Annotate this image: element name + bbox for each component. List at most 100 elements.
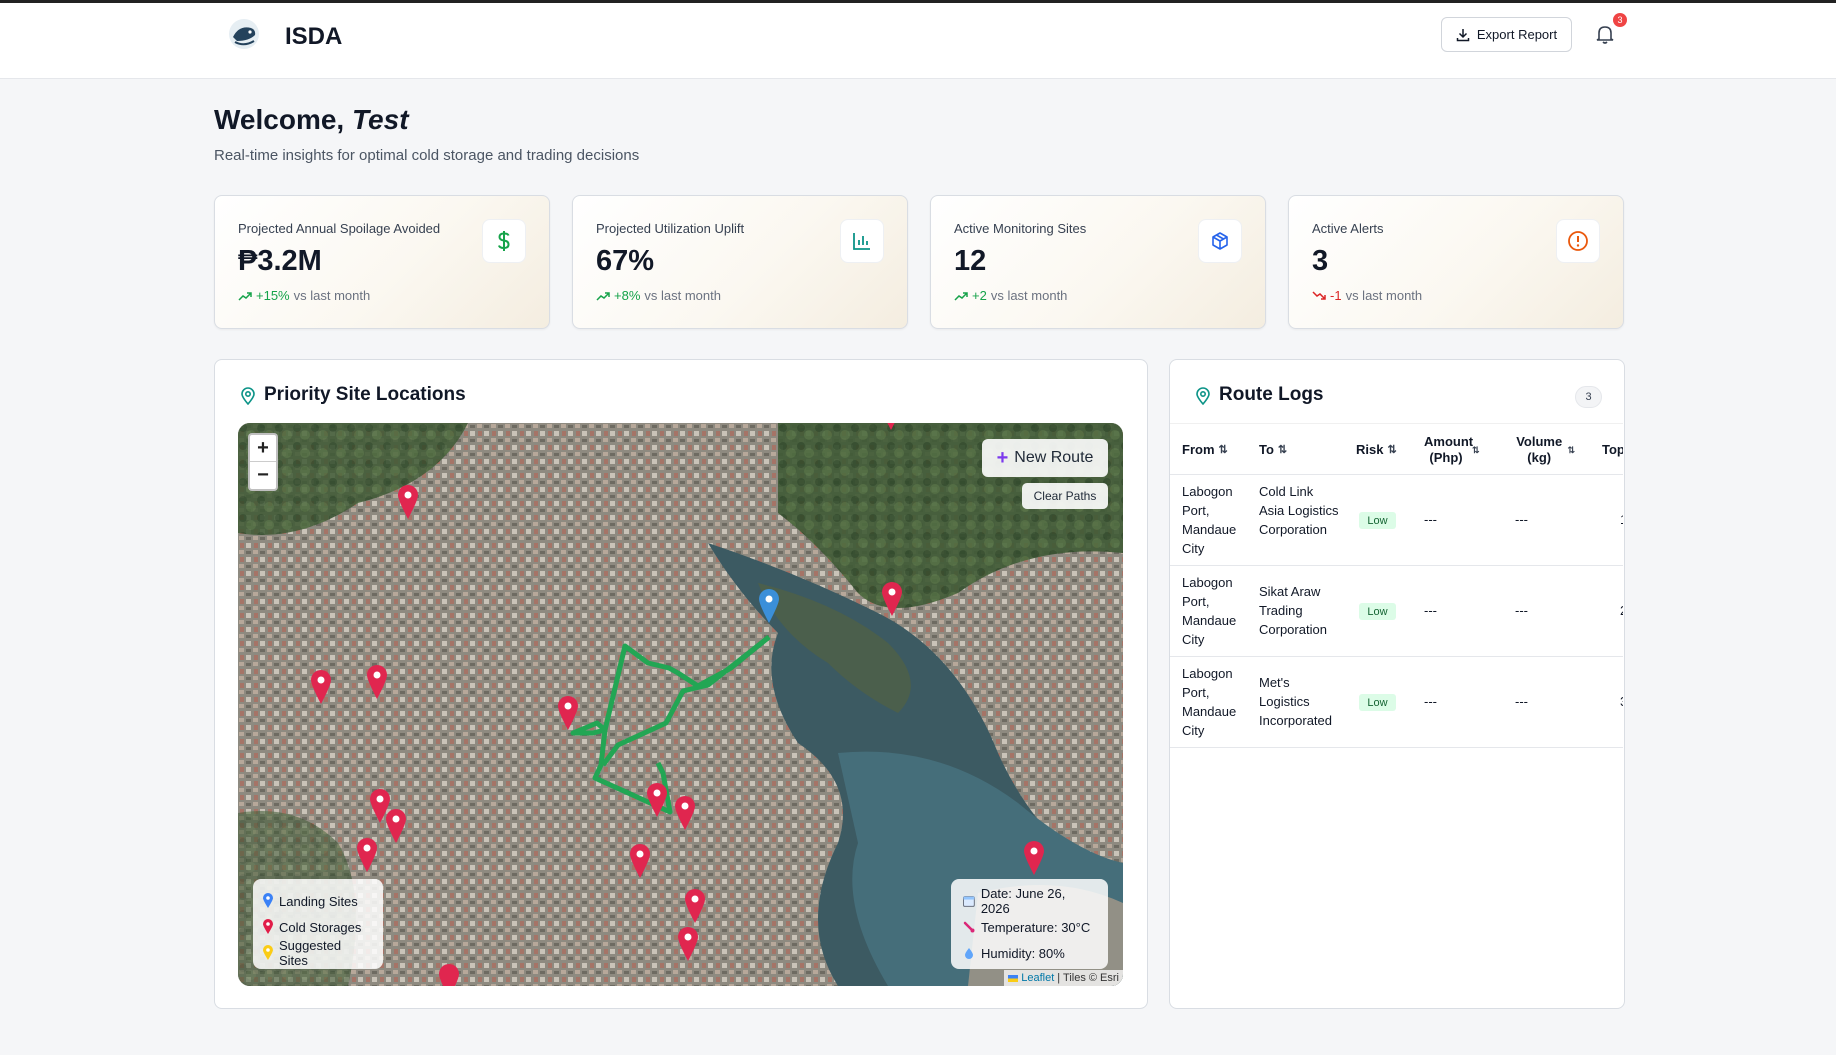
risk-badge: Low	[1359, 603, 1396, 620]
welcome-subtitle: Real-time insights for optimal cold stor…	[214, 147, 640, 164]
blue-pin-icon	[263, 893, 273, 908]
column-header-risk[interactable]: Risk ⇅	[1356, 424, 1397, 476]
map-pin-icon	[1196, 387, 1210, 405]
zoom-control: + −	[248, 433, 278, 491]
package-icon	[1198, 219, 1242, 263]
cell-to: Cold Link Asia Logistics Corporation	[1259, 484, 1339, 537]
table-row[interactable]: Labogon Port, Mandaue City Met's Logisti…	[1170, 657, 1623, 748]
stat-card-active-alerts: Active Alerts 3 -1 vs last month	[1288, 195, 1624, 329]
stat-delta-suffix: vs last month	[644, 288, 721, 303]
stat-value: 3	[1312, 245, 1329, 277]
stat-value: ₱3.2M	[238, 245, 322, 277]
weather-humidity: Humidity: 80%	[963, 940, 1096, 966]
column-header-amount[interactable]: Amount (Php) ⇅	[1424, 424, 1484, 476]
route-path	[570, 635, 771, 815]
weather-temperature: Temperature: 30°C	[963, 914, 1096, 940]
top-header: ISDA Export Report 3	[0, 3, 1836, 79]
zoom-out-button[interactable]: −	[257, 464, 269, 486]
ukraine-flag-icon	[1008, 974, 1019, 982]
map-pin-icon	[241, 387, 255, 405]
welcome-greeting: Welcome,	[214, 104, 345, 135]
stat-value: 12	[954, 245, 987, 277]
cell-amount: ---	[1424, 694, 1437, 709]
sort-icon: ⇅	[1472, 445, 1480, 455]
cell-amount: ---	[1424, 603, 1437, 618]
trend-down-icon	[1312, 290, 1326, 300]
isda-logo-icon	[229, 19, 259, 49]
cell-top: 1	[1620, 510, 1623, 529]
stat-label: Projected Annual Spoilage Avoided	[238, 221, 441, 236]
leaflet-link[interactable]: Leaflet	[1021, 972, 1055, 984]
map-attribution: Leaflet | Tiles © Esri	[1004, 970, 1123, 986]
column-header-label: Volume (kg)	[1516, 434, 1563, 465]
weather-humidity-text: Humidity: 80%	[981, 945, 1065, 961]
cell-to: Met's Logistics Incorporated	[1259, 675, 1332, 728]
site-map[interactable]: + − + New Route Clear Paths Landing Site…	[238, 423, 1123, 986]
cell-volume: ---	[1515, 694, 1528, 709]
stat-value: 67%	[596, 245, 655, 277]
column-header-volume[interactable]: Volume (kg) ⇅	[1515, 424, 1575, 476]
thermometer-icon	[963, 921, 975, 933]
brand-name: ISDA	[285, 23, 343, 50]
welcome-user-name: Test	[351, 104, 409, 135]
panel-title: Route Logs	[1219, 384, 1324, 405]
tiles-credit: | Tiles © Esri	[1057, 972, 1119, 984]
cell-from: Labogon Port, Mandaue City	[1182, 575, 1237, 647]
stat-delta: +15%	[256, 288, 290, 303]
new-route-label: New Route	[1014, 449, 1094, 466]
export-report-label: Export Report	[1476, 27, 1558, 42]
stat-delta: +2	[972, 288, 987, 303]
stat-trend: +8% vs last month	[596, 288, 721, 303]
map-markers	[311, 423, 1044, 986]
stat-delta: +8%	[614, 288, 641, 303]
clear-paths-button[interactable]: Clear Paths	[1022, 483, 1108, 509]
cell-top: 2	[1620, 601, 1623, 620]
sort-icon: ⇅	[1218, 444, 1228, 456]
new-route-button[interactable]: + New Route	[982, 439, 1108, 477]
export-report-button[interactable]: Export Report	[1441, 17, 1572, 52]
route-logs-panel: Route Logs 3 From ⇅ To ⇅ Risk ⇅ Amount (Php…	[1169, 359, 1625, 1009]
legend-label: Suggested Sites	[278, 938, 342, 968]
table-row[interactable]: Labogon Port, Mandaue City Cold Link Asi…	[1170, 475, 1623, 566]
legend-item-cold-storages: Cold Storages	[263, 914, 373, 940]
cold-storage-marker	[311, 423, 1044, 986]
sort-icon: ⇅	[1387, 444, 1397, 456]
stat-delta-suffix: vs last month	[990, 288, 1068, 303]
cell-top: 3	[1620, 692, 1623, 711]
sort-icon: ⇅	[1277, 444, 1288, 456]
legend-item-landing-sites: Landing Sites	[263, 888, 373, 914]
map-legend: Landing Sites Cold Storages Suggested Si…	[253, 879, 383, 969]
zoom-in-button[interactable]: +	[250, 435, 276, 462]
weather-date: Date: June 26, 2026	[963, 886, 1096, 916]
cell-from: Labogon Port, Mandaue City	[1182, 666, 1237, 738]
yellow-pin-icon	[263, 945, 273, 960]
stat-card-spoilage: Projected Annual Spoilage Avoided ₱3.2M …	[214, 195, 550, 329]
column-header-top[interactable]: Top	[1602, 424, 1623, 476]
cell-amount: ---	[1424, 512, 1437, 527]
bar-chart-icon	[840, 219, 884, 263]
route-count-badge: 3	[1575, 386, 1602, 408]
legend-label: Cold Storages	[279, 919, 362, 935]
route-logs-table: From ⇅ To ⇅ Risk ⇅ Amount (Php) ⇅ Volume (kg…	[1170, 423, 1623, 789]
notification-count-badge: 3	[1613, 13, 1627, 27]
sort-icon: ⇅	[1567, 445, 1575, 455]
column-header-label: Top	[1602, 442, 1623, 457]
trend-up-icon	[596, 291, 610, 301]
alert-circle-icon	[1556, 219, 1600, 263]
risk-badge: Low	[1359, 512, 1396, 529]
cell-to: Sikat Araw Trading Corporation	[1259, 584, 1327, 637]
table-row[interactable]: Labogon Port, Mandaue City Sikat Araw Tr…	[1170, 566, 1623, 657]
column-header-to[interactable]: To ⇅	[1259, 424, 1287, 476]
column-header-label: From	[1182, 442, 1215, 457]
stat-label: Active Alerts	[1312, 221, 1384, 236]
bell-icon[interactable]	[1594, 23, 1616, 45]
priority-sites-panel: Priority Site Locations	[214, 359, 1148, 1009]
panel-title: Priority Site Locations	[264, 384, 466, 405]
column-header-from[interactable]: From ⇅	[1182, 424, 1228, 476]
table-header: From ⇅ To ⇅ Risk ⇅ Amount (Php) ⇅ Volume (kg…	[1170, 423, 1623, 475]
column-header-label: Risk	[1356, 442, 1384, 457]
trend-up-icon	[238, 291, 252, 301]
legend-item-suggested-sites: Suggested Sites	[263, 938, 373, 968]
dollar-icon	[482, 219, 526, 263]
cell-volume: ---	[1515, 512, 1528, 527]
